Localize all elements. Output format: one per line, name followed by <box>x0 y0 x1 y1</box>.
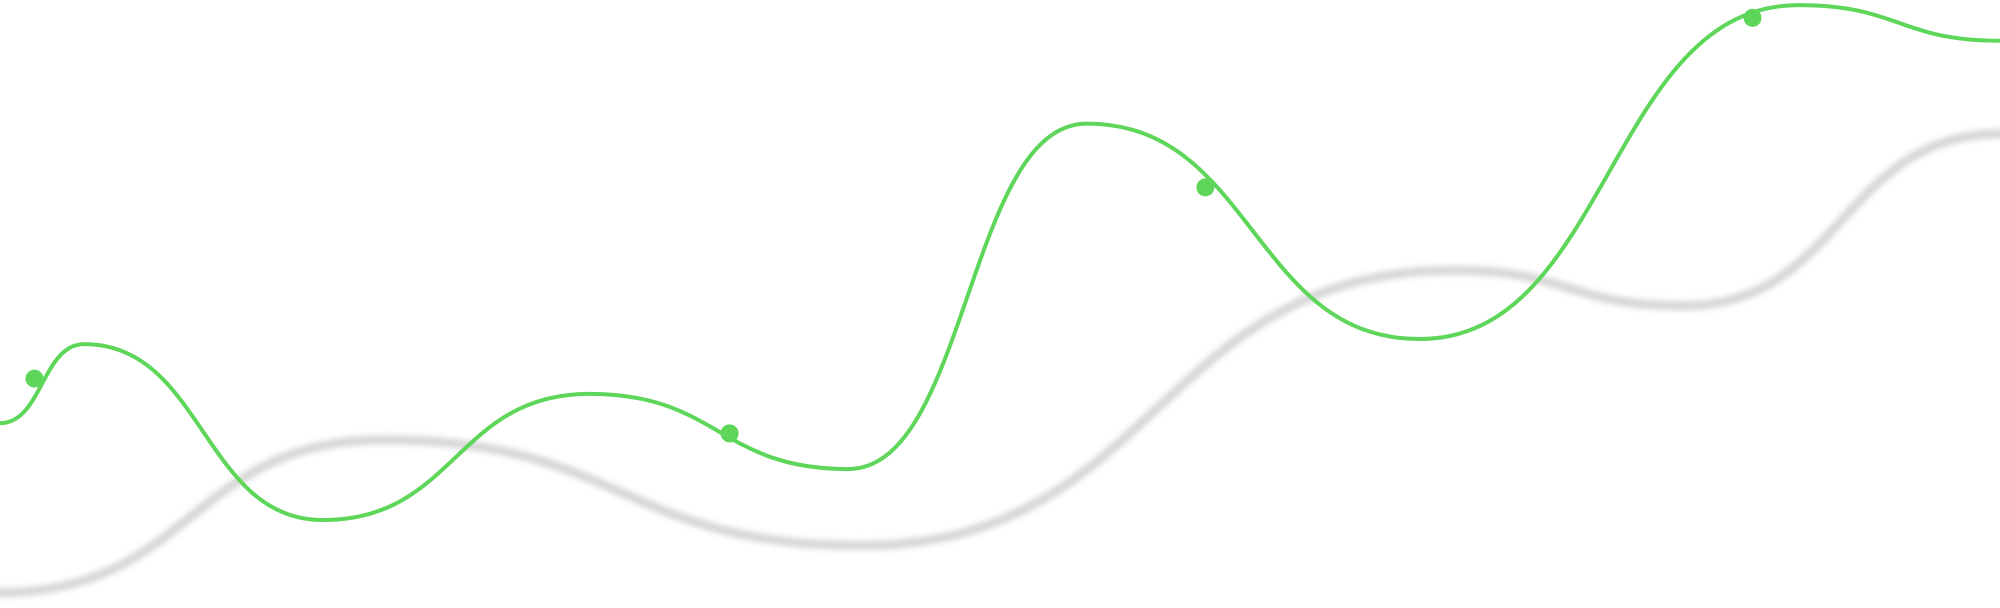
data-line <box>0 3 2000 523</box>
shadow-line <box>0 129 2000 598</box>
point-marker <box>720 424 739 443</box>
point-marker <box>1743 8 1762 27</box>
point-marker <box>1196 178 1215 197</box>
point-marker <box>25 369 44 388</box>
